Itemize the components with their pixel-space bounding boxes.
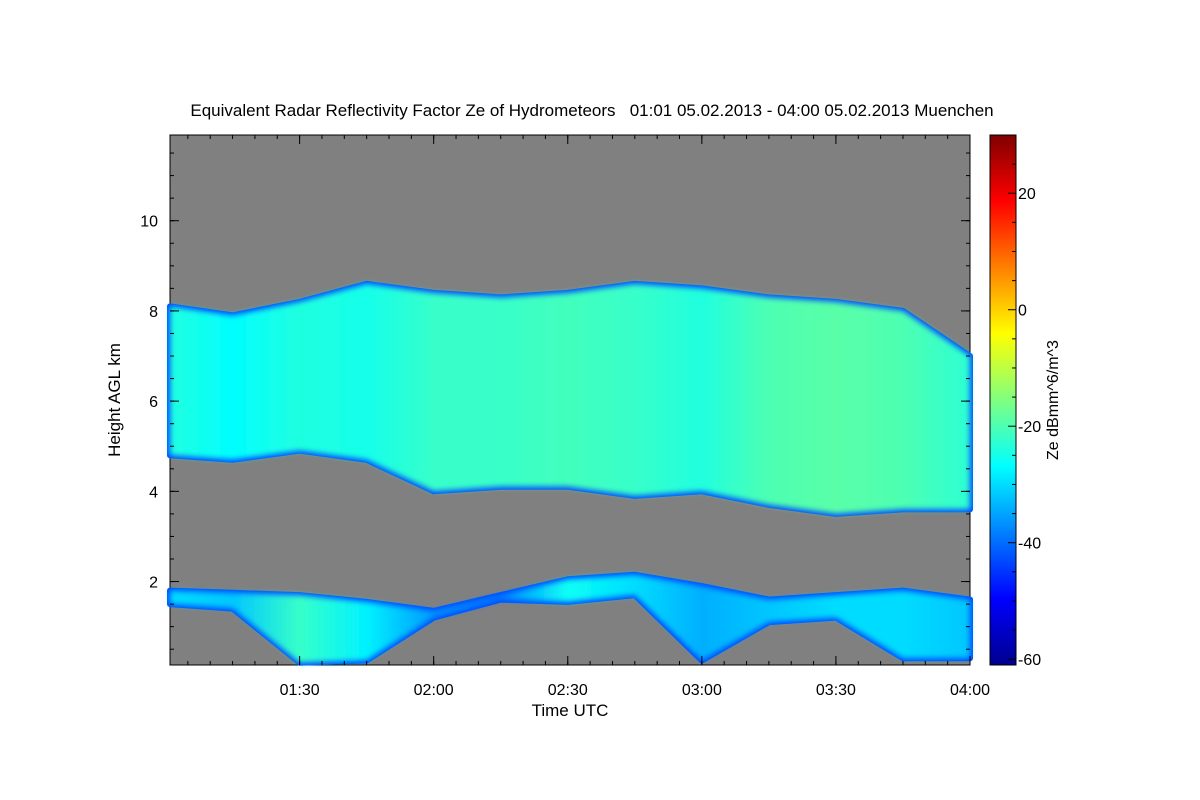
colorbar-tick-label: -40 [1018, 536, 1041, 553]
colorbar [989, 134, 1017, 666]
x-tick-label: 03:30 [816, 682, 856, 699]
upper-cloud-layer [167, 280, 973, 517]
lower-cloud-layer-core [170, 574, 970, 663]
colorbar-label: Ze dBmm^6/m^3 [1045, 340, 1062, 460]
plot-axes: 01:30 02:00 02:30 03:00 03:30 04:00 2 4 6 8 10 [140, 135, 990, 699]
colorbar-axis: -60 -40 -20 0 20 [1008, 134, 1041, 669]
reflectivity-layers [167, 280, 973, 666]
x-tick-label: 04:00 [950, 682, 990, 699]
x-tick-label: 01:30 [280, 682, 320, 699]
chart-title: Equivalent Radar Reflectivity Factor Ze … [190, 101, 993, 120]
upper-cloud-layer-core [170, 283, 970, 514]
y-tick-label: 8 [149, 304, 158, 321]
y-tick-label: 6 [149, 394, 158, 411]
y-tick-label: 10 [140, 214, 158, 231]
x-tick-label: 02:30 [548, 682, 588, 699]
x-tick-label: 02:00 [414, 682, 454, 699]
colorbar-tick-label: 0 [1018, 303, 1027, 320]
y-tick-label: 4 [149, 484, 158, 501]
x-tick-label: 03:00 [682, 682, 722, 699]
colorbar-tick-label: 20 [1018, 186, 1036, 203]
x-axis-label: Time UTC [532, 701, 609, 720]
colorbar-tick-label: -20 [1018, 419, 1041, 436]
y-axis-label: Height AGL km [105, 343, 124, 457]
y-tick-label: 2 [149, 575, 158, 592]
colorbar-tick-label: -60 [1018, 652, 1041, 669]
